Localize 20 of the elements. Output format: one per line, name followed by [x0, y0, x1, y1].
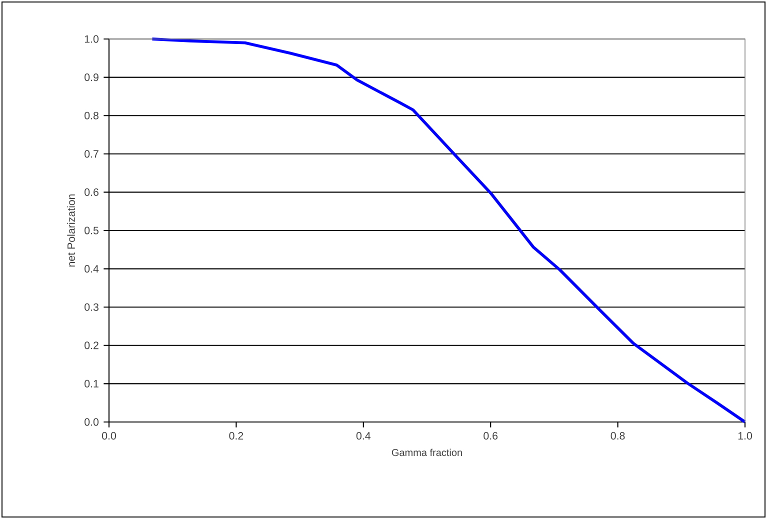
x-tick-label: 1.0 [738, 432, 752, 440]
y-tick-label: 1.0 [84, 35, 99, 43]
x-tick-label: 0.6 [484, 432, 498, 440]
y-tick-label: 0.8 [84, 112, 98, 120]
x-axis-title: Gamma fraction [392, 448, 462, 456]
y-tick-label: 0.3 [84, 303, 98, 311]
y-tick-label: 0.7 [84, 150, 98, 158]
y-tick-label: 0.6 [84, 188, 98, 196]
x-tick-label: 0.2 [229, 432, 244, 440]
y-tick-label: 0.9 [84, 74, 98, 82]
y-tick-label: 0.0 [84, 418, 99, 426]
x-tick-label: 0.0 [102, 432, 116, 440]
y-tick-label: 0.2 [84, 342, 98, 350]
y-tick-label: 0.4 [84, 265, 99, 273]
x-tick-label: 0.4 [356, 432, 371, 440]
y-axis-title: net Polarization [67, 194, 75, 267]
y-tick-label: 0.5 [84, 226, 99, 234]
y-tick-label: 0.1 [84, 380, 98, 388]
line-series [150, 38, 746, 424]
x-tick-label: 0.8 [610, 432, 625, 440]
